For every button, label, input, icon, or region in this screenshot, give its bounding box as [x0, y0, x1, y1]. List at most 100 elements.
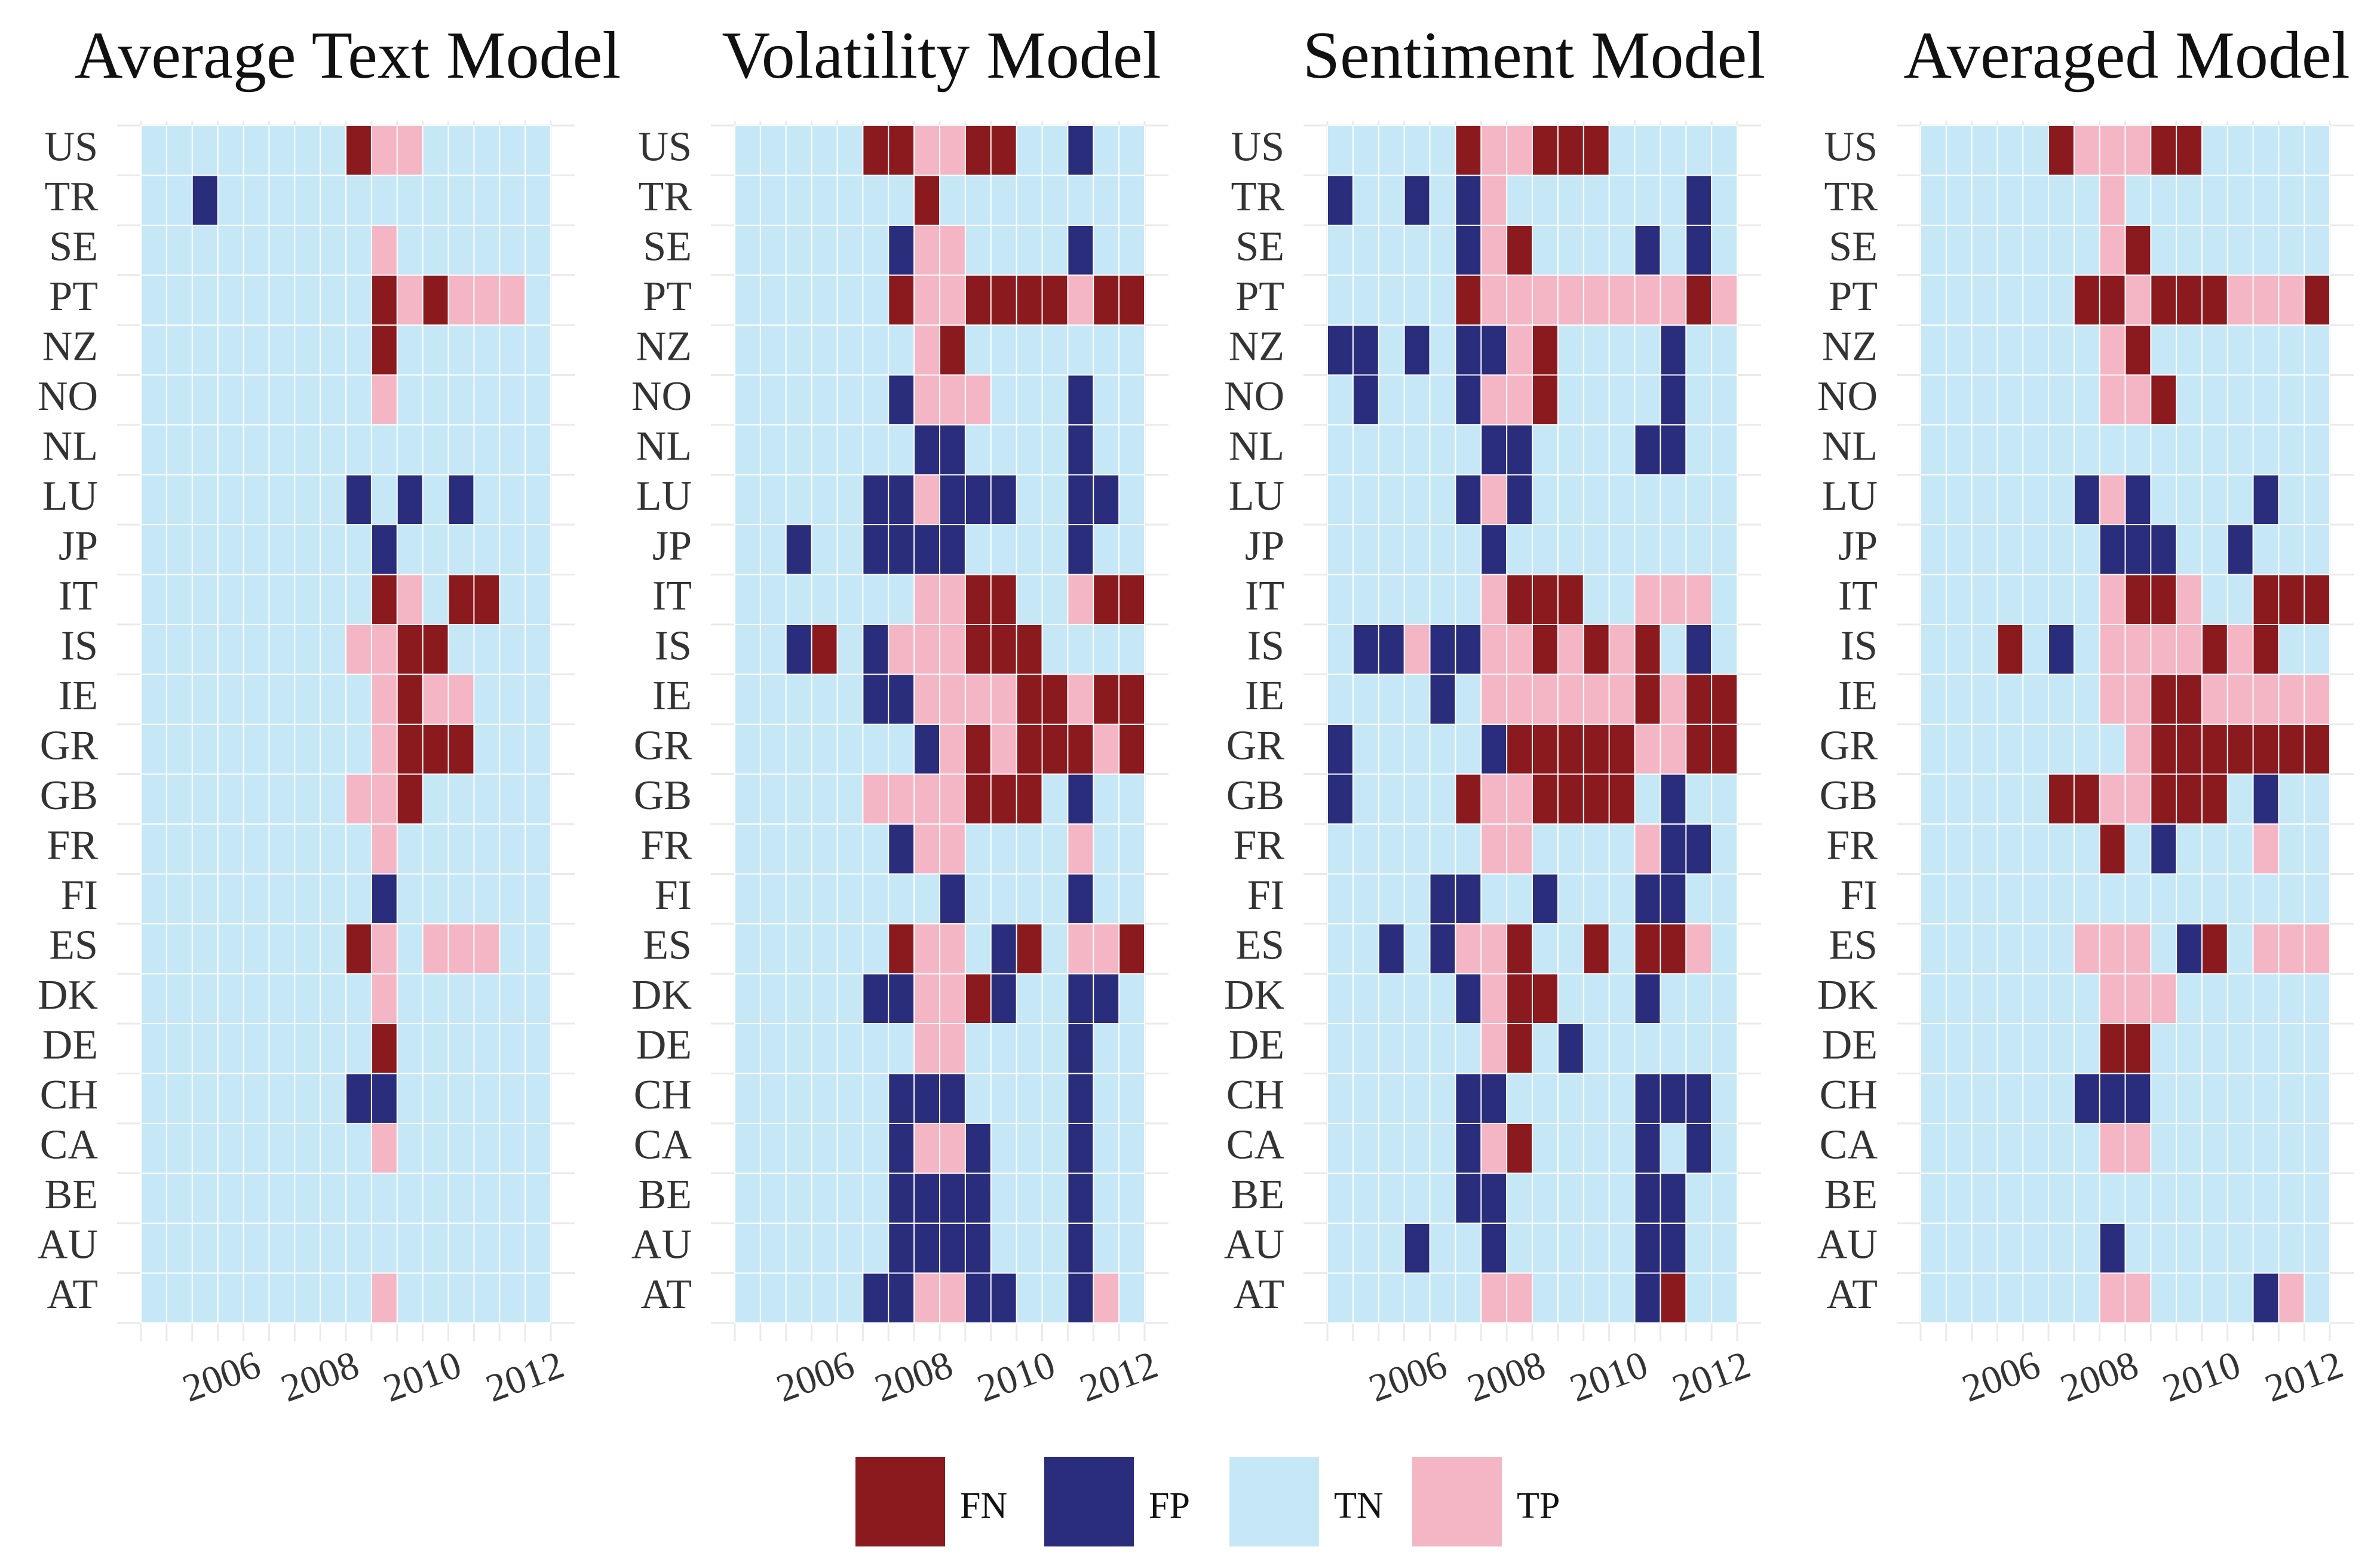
- heatmap-cell: [786, 125, 812, 176]
- heatmap-cell: [1404, 724, 1430, 774]
- heatmap-cell: [1921, 275, 1947, 326]
- heatmap-cell: [1583, 225, 1610, 275]
- y-tick-label: IS: [1841, 623, 1878, 669]
- heatmap-cell: [1430, 1173, 1456, 1224]
- y-tick-label: SE: [643, 223, 692, 269]
- heatmap-cell: [1946, 973, 1973, 1024]
- heatmap-cell: [474, 1273, 500, 1324]
- heatmap-cell: [1430, 774, 1456, 825]
- heatmap-cell: [2023, 125, 2049, 176]
- heatmap-cell: [990, 325, 1017, 375]
- heatmap-cell: [1634, 973, 1661, 1024]
- heatmap-cell: [940, 1273, 966, 1324]
- heatmap-cell: [1119, 1173, 1145, 1224]
- heatmap-cell: [940, 973, 966, 1024]
- heatmap-cell: [371, 824, 398, 874]
- heatmap-cell: [1660, 973, 1686, 1024]
- heatmap-cell: [141, 325, 167, 375]
- heatmap-cell: [499, 973, 526, 1024]
- heatmap-cell: [141, 225, 167, 275]
- heatmap-cell: [863, 325, 889, 375]
- heatmap-cell: [243, 425, 269, 475]
- heatmap-cell: [1042, 724, 1068, 774]
- heatmap-cell: [1430, 1273, 1456, 1324]
- heatmap-cell: [1712, 1073, 1738, 1124]
- heatmap-cell: [1583, 574, 1610, 625]
- heatmap-cell: [965, 275, 992, 326]
- heatmap-cell: [1327, 1024, 1354, 1074]
- heatmap-cell: [422, 325, 449, 375]
- heatmap-cell: [2176, 624, 2203, 675]
- heatmap-cell: [499, 325, 526, 375]
- heatmap-cell: [243, 574, 269, 625]
- heatmap-cell: [914, 175, 940, 226]
- heatmap-cell: [1327, 1273, 1354, 1324]
- heatmap-cell: [1378, 1273, 1405, 1324]
- heatmap-cell: [2151, 425, 2177, 475]
- heatmap-cell: [141, 574, 167, 625]
- heatmap-cell: [2201, 774, 2228, 825]
- heatmap-cell: [786, 325, 812, 375]
- heatmap-cell: [1455, 225, 1482, 275]
- heatmap-cell: [1532, 375, 1559, 425]
- heatmap-cell: [499, 375, 526, 425]
- heatmap-cell: [2074, 874, 2100, 924]
- heatmap-cell: [166, 824, 193, 874]
- heatmap-cell: [837, 275, 863, 326]
- heatmap-cell: [760, 774, 787, 825]
- y-tick-label: NZ: [1822, 324, 1878, 370]
- heatmap-cell: [888, 1024, 915, 1074]
- heatmap-cell: [1583, 175, 1610, 226]
- heatmap-cell: [940, 1073, 966, 1124]
- heatmap-cell: [499, 125, 526, 176]
- heatmap-cell: [243, 325, 269, 375]
- heatmap-cell: [295, 425, 321, 475]
- heatmap-cell: [422, 175, 449, 226]
- heatmap-cell: [1609, 1273, 1635, 1324]
- heatmap-cell: [448, 474, 474, 525]
- heatmap-cell: [1507, 474, 1533, 525]
- heatmap-cell: [1712, 1173, 1738, 1224]
- heatmap-cell: [837, 375, 863, 425]
- heatmap-cell: [1378, 624, 1405, 675]
- heatmap-cell: [990, 275, 1017, 326]
- heatmap-cell: [2074, 474, 2100, 525]
- heatmap-cell: [2176, 125, 2203, 176]
- heatmap-cell: [811, 624, 838, 675]
- heatmap-cell: [2201, 624, 2228, 675]
- heatmap-cell: [1068, 924, 1094, 974]
- heatmap-cell: [1634, 375, 1661, 425]
- heatmap-cell: [2227, 924, 2254, 974]
- heatmap-cell: [1634, 924, 1661, 974]
- heatmap-cell: [1532, 474, 1559, 525]
- heatmap-cell: [192, 624, 219, 675]
- heatmap-cell: [1686, 474, 1712, 525]
- heatmap-cell: [1971, 525, 1998, 575]
- heatmap-cell: [1327, 1073, 1354, 1124]
- heatmap-cell: [811, 724, 838, 774]
- heatmap-cell: [2151, 1173, 2177, 1224]
- heatmap-cell: [217, 325, 244, 375]
- heatmap-cell: [269, 275, 295, 326]
- heatmap-cell: [422, 525, 449, 575]
- heatmap-cell: [2201, 425, 2228, 475]
- heatmap-cell: [1016, 1273, 1042, 1324]
- y-tick-label: ES: [643, 923, 692, 969]
- heatmap-cell: [1997, 375, 2023, 425]
- heatmap-cell: [940, 425, 966, 475]
- heatmap-cell: [2278, 774, 2305, 825]
- heatmap-cell: [1327, 674, 1354, 725]
- heatmap-cell: [320, 1173, 346, 1224]
- heatmap-cell: [1068, 1223, 1094, 1273]
- heatmap-cell: [1068, 375, 1094, 425]
- heatmap-cell: [811, 375, 838, 425]
- heatmap-cell: [1997, 724, 2023, 774]
- heatmap-cell: [2176, 175, 2203, 226]
- heatmap-cell: [1634, 474, 1661, 525]
- heatmap-cell: [192, 1024, 219, 1074]
- heatmap-cell: [1532, 1173, 1559, 1224]
- heatmap-cell: [2151, 774, 2177, 825]
- heatmap-cell: [1352, 624, 1379, 675]
- heatmap-cell: [295, 824, 321, 874]
- heatmap-cell: [1404, 574, 1430, 625]
